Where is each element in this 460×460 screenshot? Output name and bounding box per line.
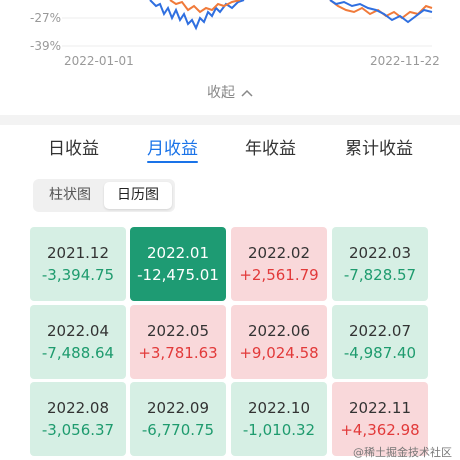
series-line-blue [149,0,245,31]
month-cell[interactable]: 2022.11 +4,362.98 [332,382,428,456]
month-label: 2022.08 [46,399,110,417]
active-tab-underline [147,161,198,163]
month-return: -12,475.01 [137,266,219,284]
collapse-toggle[interactable]: 收起 [0,82,460,102]
view-toggle: 柱状图 日历图 [33,179,175,212]
month-return: +3,781.63 [138,344,218,362]
month-return: -7,828.57 [343,266,417,284]
month-cell[interactable]: 2022.02 +2,561.79 [231,227,327,301]
month-cell[interactable]: 2021.12 -3,394.75 [30,227,126,301]
month-label: 2022.01 [146,244,210,262]
month-return: +2,561.79 [239,266,319,284]
month-label: 2022.09 [146,399,210,417]
month-cell[interactable]: 2022.05 +3,781.63 [130,305,226,379]
month-cell[interactable]: 2022.10 -1,010.32 [231,382,327,456]
section-divider [0,115,460,125]
y-axis-label: -27% [30,11,62,25]
period-tabs: 日收益 月收益 年收益 累计收益 [0,134,460,170]
month-label: 2022.03 [348,244,412,262]
month-return: -7,488.64 [41,344,115,362]
month-label: 2022.07 [348,322,412,340]
tab-label: 日收益 [48,139,99,159]
month-cell[interactable]: 2022.04 -7,488.64 [30,305,126,379]
month-return: -4,987.40 [343,344,417,362]
month-cell[interactable]: 2022.06 +9,024.58 [231,305,327,379]
series-line-blue-right [329,0,433,24]
month-cell[interactable]: 2022.08 -3,056.37 [30,382,126,456]
chevron-up-icon [241,85,253,101]
month-return: -1,010.32 [242,421,316,439]
watermark: @稀土掘金技术社区 [353,446,452,459]
month-label: 2022.11 [348,399,412,417]
performance-chart: -27% -39% 2022-01-01 2022-11-22 [0,0,460,78]
month-label: 2022.02 [247,244,311,262]
month-return: -3,056.37 [41,421,115,439]
month-cell[interactable]: 2022.07 -4,987.40 [332,305,428,379]
month-return: +4,362.98 [340,421,420,439]
month-return: -6,770.75 [141,421,215,439]
tab-cumulative[interactable]: 累计收益 [345,134,413,159]
series-line-orange [169,0,241,14]
chart-svg [62,0,433,47]
month-label: 2022.05 [146,322,210,340]
month-label: 2021.12 [46,244,110,262]
month-label: 2022.10 [247,399,311,417]
x-axis-label: 2022-11-22 [370,54,440,68]
y-axis-label: -39% [30,39,62,53]
month-cell-selected[interactable]: 2022.01 -12,475.01 [130,227,226,301]
calendar-view-button[interactable]: 日历图 [104,182,172,209]
tab-label: 月收益 [147,139,198,159]
tab-label: 累计收益 [345,139,413,159]
collapse-label: 收起 [207,85,235,101]
tab-monthly[interactable]: 月收益 [147,134,198,163]
month-label: 2022.06 [247,322,311,340]
month-return: +9,024.58 [239,344,319,362]
tab-yearly[interactable]: 年收益 [245,134,296,159]
month-label: 2022.04 [46,322,110,340]
month-cell[interactable]: 2022.09 -6,770.75 [130,382,226,456]
tab-daily[interactable]: 日收益 [48,134,99,159]
x-axis-label: 2022-01-01 [64,54,134,68]
month-cell[interactable]: 2022.03 -7,828.57 [332,227,428,301]
tab-label: 年收益 [245,139,296,159]
bar-chart-view-button[interactable]: 柱状图 [49,187,91,203]
month-return: -3,394.75 [41,266,115,284]
